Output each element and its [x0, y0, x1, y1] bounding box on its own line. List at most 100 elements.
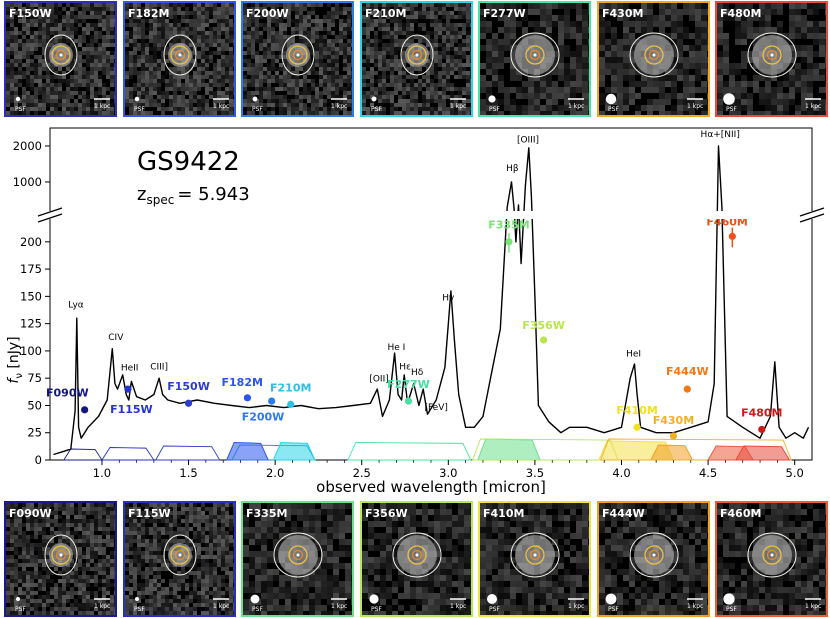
noise-pixel: [10, 587, 14, 591]
noise-pixel: [365, 95, 370, 99]
noise-pixel: [295, 95, 299, 99]
stamp-filter-name: F210M: [365, 7, 406, 20]
filter-curve-f210m: [272, 441, 316, 461]
noise-pixel: [224, 27, 229, 31]
noise-pixel: [604, 51, 611, 57]
noise-pixel: [741, 99, 747, 105]
noise-pixel: [389, 51, 394, 55]
noise-pixel: [224, 55, 229, 59]
noise-pixel: [813, 27, 819, 33]
noise-pixel: [801, 93, 807, 99]
emission-line-label: HeI: [626, 349, 641, 359]
noise-pixel: [6, 31, 10, 35]
noise-pixel: [172, 19, 177, 23]
noise-pixel: [42, 19, 46, 23]
noise-pixel: [46, 579, 50, 583]
noise-pixel: [777, 21, 783, 27]
noise-pixel: [34, 55, 38, 59]
noise-pixel: [405, 15, 410, 19]
noise-pixel: [192, 535, 197, 539]
noise-pixel: [347, 11, 351, 15]
noise-pixel: [315, 39, 319, 43]
noise-pixel: [18, 535, 22, 539]
noise-pixel: [102, 607, 106, 611]
noise-pixel: [200, 515, 205, 519]
noise-pixel: [98, 87, 102, 91]
noise-pixel: [46, 39, 50, 43]
noise-pixel: [327, 71, 331, 75]
noise-pixel: [110, 599, 114, 603]
noise-pixel: [759, 15, 765, 21]
noise-pixel: [433, 107, 438, 111]
noise-pixel: [78, 15, 82, 19]
noise-pixel: [393, 51, 398, 55]
noise-pixel: [30, 519, 34, 523]
noise-pixel: [480, 45, 486, 51]
noise-pixel: [271, 75, 275, 79]
noise-pixel: [216, 27, 221, 31]
noise-pixel: [275, 75, 279, 79]
noise-pixel: [682, 87, 689, 93]
noise-pixel: [267, 31, 271, 35]
noise-pixel: [433, 23, 438, 27]
noise-pixel: [688, 45, 695, 51]
noise-pixel: [279, 19, 283, 23]
noise-pixel: [735, 87, 741, 93]
noise-pixel: [70, 31, 74, 35]
noise-pixel: [339, 99, 343, 103]
noise-pixel: [700, 51, 707, 57]
noise-pixel: [417, 15, 422, 19]
noise-pixel: [688, 63, 695, 69]
noise-pixel: [247, 71, 251, 75]
noise-pixel: [224, 15, 229, 19]
noise-pixel: [18, 19, 22, 23]
noise-pixel: [263, 7, 267, 11]
noise-pixel: [564, 75, 570, 81]
noise-pixel: [160, 35, 165, 39]
noise-pixel: [576, 81, 582, 87]
noise-pixel: [10, 543, 14, 547]
noise-pixel: [78, 55, 82, 59]
noise-pixel: [469, 83, 471, 87]
noise-pixel: [429, 7, 434, 11]
noise-pixel: [807, 51, 813, 57]
noise-pixel: [26, 59, 30, 63]
noise-pixel: [795, 21, 801, 27]
noise-pixel: [397, 19, 402, 23]
noise-pixel: [14, 95, 18, 99]
noise-pixel: [168, 543, 173, 547]
noise-pixel: [759, 9, 765, 15]
noise-pixel: [54, 27, 58, 31]
noise-pixel: [144, 59, 149, 63]
noise-pixel: [94, 31, 98, 35]
noise-pixel: [94, 83, 98, 87]
noise-pixel: [164, 19, 169, 23]
source-core: [296, 53, 300, 57]
noise-pixel: [522, 105, 528, 111]
noise-pixel: [94, 567, 98, 571]
noise-pixel: [271, 43, 275, 47]
noise-pixel: [457, 51, 462, 55]
noise-pixel: [255, 75, 259, 79]
noise-pixel: [564, 105, 570, 111]
noise-pixel: [216, 107, 221, 111]
noise-pixel: [449, 71, 454, 75]
noise-pixel: [70, 503, 74, 507]
noise-pixel: [351, 31, 352, 35]
noise-pixel: [26, 75, 30, 79]
noise-pixel: [22, 563, 26, 567]
noise-pixel: [22, 551, 26, 555]
noise-pixel: [365, 11, 370, 15]
noise-pixel: [510, 105, 516, 111]
noise-pixel: [247, 23, 251, 27]
noise-pixel: [196, 539, 201, 543]
noise-pixel: [457, 107, 462, 111]
noise-pixel: [421, 27, 426, 31]
noise-pixel: [30, 535, 34, 539]
noise-pixel: [453, 111, 458, 115]
noise-pixel: [700, 27, 707, 33]
noise-pixel: [813, 9, 819, 15]
noise-pixel: [365, 63, 370, 67]
noise-pixel: [393, 55, 398, 59]
noise-pixel: [82, 71, 86, 75]
